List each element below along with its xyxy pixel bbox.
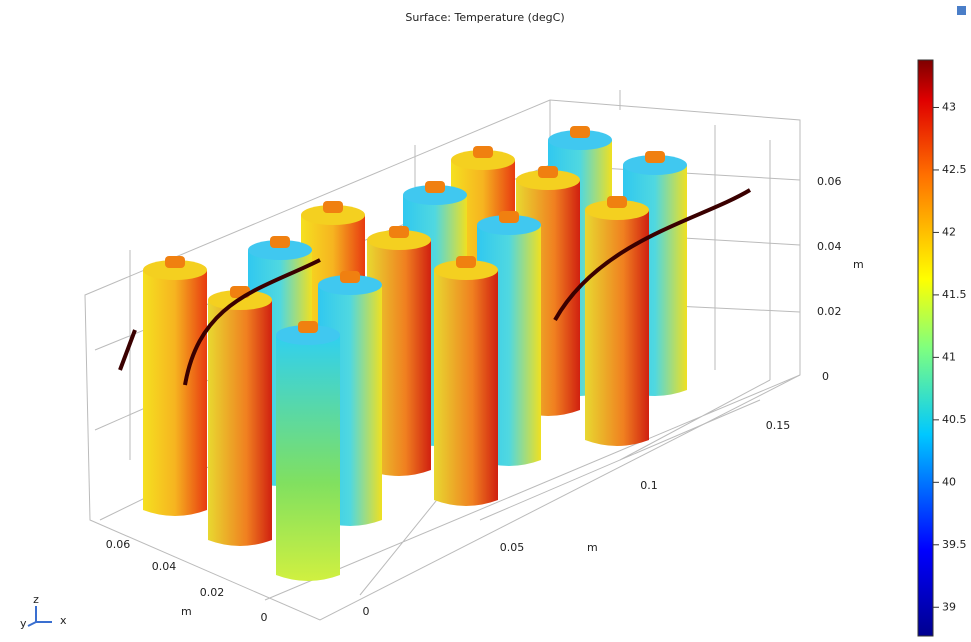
z-tick-label: 0.04: [817, 240, 842, 253]
viewport: Surface: Temperature (degC) 0 0.02 0.04 …: [0, 0, 971, 642]
terminal: [270, 236, 290, 248]
y-unit: m: [181, 605, 192, 618]
terminal: [425, 181, 445, 193]
cell: [585, 210, 649, 446]
z-tick-label: 0.02: [817, 305, 842, 318]
colorbar-tick-label: 41: [942, 350, 956, 363]
x-unit: m: [587, 541, 598, 554]
cell: [208, 300, 272, 546]
triad-y: y: [20, 617, 27, 630]
z-tick-label: 0.06: [817, 175, 842, 188]
terminal: [340, 271, 360, 283]
x-tick-label: 0.15: [766, 419, 791, 432]
z-unit: m: [853, 258, 864, 271]
terminal: [323, 201, 343, 213]
plot-title: Surface: Temperature (degC): [405, 11, 564, 24]
colorbar-tick-label: 42.5: [942, 163, 967, 176]
colorbar: [918, 60, 933, 636]
terminal: [499, 211, 519, 223]
toolbar-icon[interactable]: [957, 6, 966, 15]
cell: [276, 335, 340, 581]
colorbar-tick-label: 40.5: [942, 413, 967, 426]
terminal: [538, 166, 558, 178]
battery-cells: [120, 126, 750, 581]
terminal: [570, 126, 590, 138]
colorbar-tick-label: 40: [942, 475, 956, 488]
colorbar-ticks: 39 39.5 40 40.5 41 41.5 42 42.5 43: [933, 100, 967, 613]
colorbar-tick-label: 42: [942, 225, 956, 238]
axis-triad: z x y: [20, 593, 67, 630]
y-tick-label: 0.02: [200, 586, 225, 599]
colorbar-tick-label: 43: [942, 100, 956, 113]
z-tick-label: 0: [822, 370, 829, 383]
terminal: [607, 196, 627, 208]
y-tick-label: 0.04: [152, 560, 177, 573]
terminal: [645, 151, 665, 163]
terminal: [473, 146, 493, 158]
terminal: [389, 226, 409, 238]
y-tick-label: 0: [261, 611, 268, 624]
x-tick-label: 0.05: [500, 541, 525, 554]
triad-x: x: [60, 614, 67, 627]
colorbar-tick-label: 39.5: [942, 538, 967, 551]
colorbar-tick-label: 41.5: [942, 288, 967, 301]
triad-z: z: [33, 593, 39, 606]
colorbar-tick-label: 39: [942, 600, 956, 613]
cell: [143, 270, 207, 516]
terminal: [298, 321, 318, 333]
x-tick-label: 0: [363, 605, 370, 618]
terminal: [456, 256, 476, 268]
cell: [434, 270, 498, 506]
terminal: [165, 256, 185, 268]
y-tick-label: 0.06: [106, 538, 131, 551]
x-tick-label: 0.1: [640, 479, 658, 492]
plot-canvas: Surface: Temperature (degC) 0 0.02 0.04 …: [0, 0, 971, 642]
